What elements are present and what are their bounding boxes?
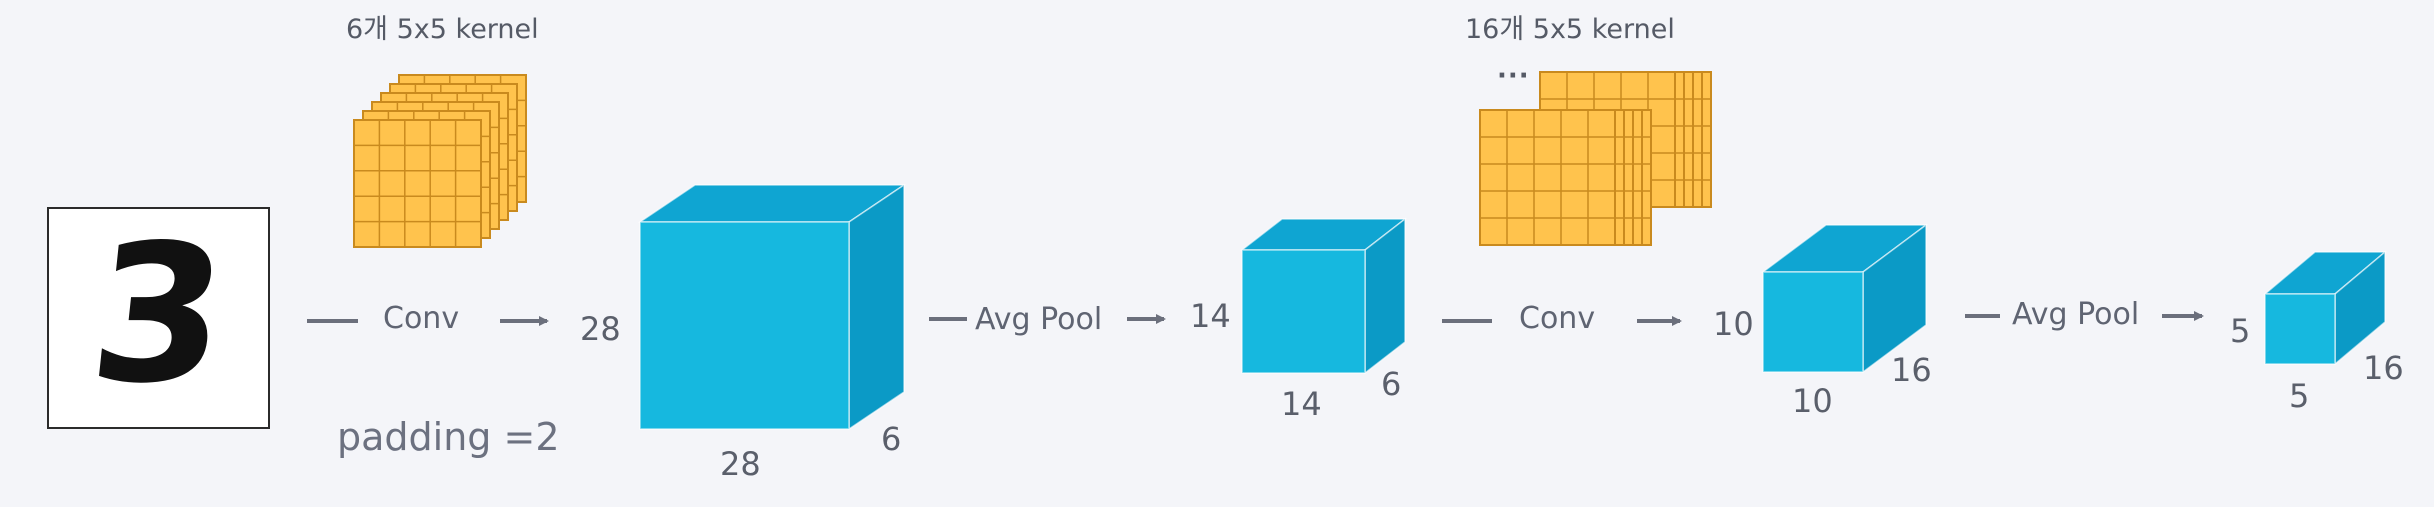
kernel-stack-2: [1479, 71, 1712, 246]
cube-10x10x16-front: [1762, 271, 1864, 373]
map2-depth-label: 6: [1381, 365, 1402, 403]
map4-width-label: 5: [2289, 377, 2310, 415]
map1-width-label: 28: [720, 445, 761, 483]
arrows: [307, 311, 2204, 326]
conv2-label: Conv: [1519, 301, 1596, 336]
feature-map-cubes: [637, 183, 2388, 431]
cube-28x28x6: [637, 183, 907, 431]
kernel-1-1-face: [353, 119, 482, 248]
map2-width-label: 14: [1281, 385, 1322, 423]
avgpool2-label: Avg Pool: [2012, 297, 2140, 332]
input-digit-image: 3: [47, 204, 270, 429]
map4-height-label: 5: [2230, 312, 2251, 350]
cube-10x10x16: [1760, 223, 1929, 374]
map3-height-label: 10: [1713, 305, 1754, 343]
kernel-stack-1: [353, 74, 527, 248]
padding-label: padding =2: [337, 415, 560, 459]
kernel-title-1: 6개 5x5 kernel: [346, 14, 539, 45]
map3-depth-label: 16: [1891, 351, 1932, 389]
cube-5x5x16-front: [2264, 293, 2336, 365]
map1-height-label: 28: [580, 310, 621, 348]
kernel-title-2: 16개 5x5 kernel: [1465, 14, 1675, 45]
map2-height-label: 14: [1190, 297, 1231, 335]
map1-depth-label: 6: [881, 420, 902, 458]
cube-5x5x16: [2262, 250, 2388, 366]
kernel-ellipsis: ···: [1497, 61, 1530, 91]
map3-width-label: 10: [1792, 382, 1833, 420]
kernel-2-front-1-face: [1479, 109, 1616, 246]
cube-14x14x6: [1239, 217, 1408, 375]
kernel-1-1: [353, 119, 482, 248]
avgpool1-label: Avg Pool: [975, 302, 1103, 337]
map4-depth-label: 16: [2363, 349, 2404, 387]
cube-14x14x6-front: [1241, 249, 1366, 374]
conv1-label: Conv: [383, 301, 460, 336]
cube-28x28x6-side: [848, 183, 905, 431]
kernel-2-front-1: [1479, 109, 1616, 246]
cube-28x28x6-front: [639, 221, 850, 430]
